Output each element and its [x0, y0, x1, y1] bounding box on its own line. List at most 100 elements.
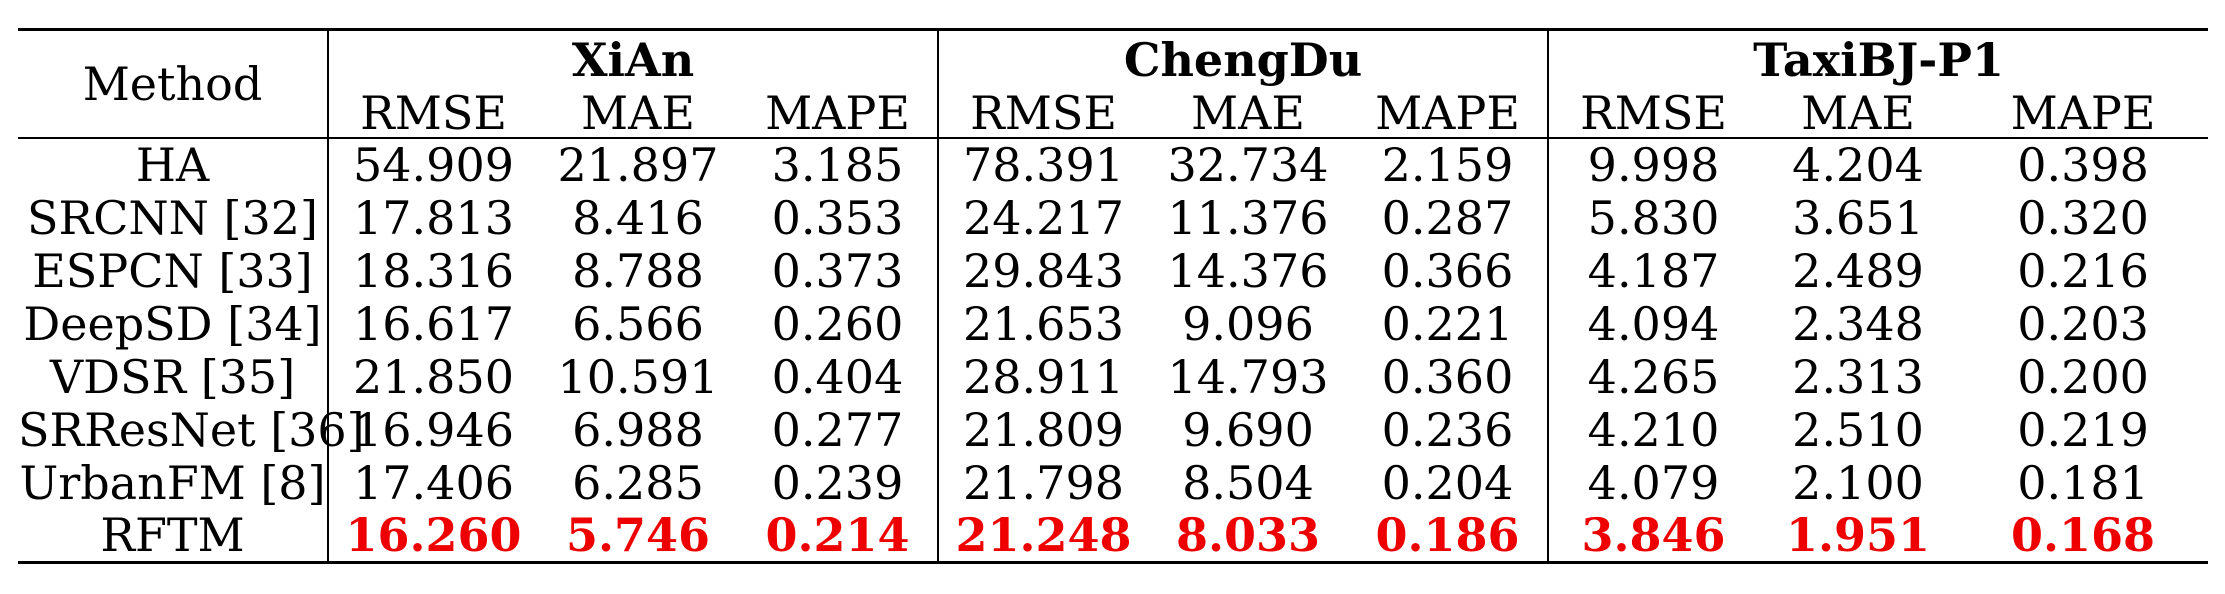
- table-row: SRResNet [36] 16.946 6.988 0.277 21.809 9.690…: [18, 403, 2208, 456]
- value-cell: 17.813: [327, 191, 538, 244]
- table-row: ESPCN [33] 18.316 8.788 0.373 29.843 14.376 0.…: [18, 244, 2208, 297]
- value-cell: 6.285: [572, 455, 704, 510]
- value-cell: 21.850: [327, 350, 538, 403]
- value-cell: 8.788: [572, 243, 704, 298]
- value-cell: 0.239: [771, 455, 904, 510]
- value-cell: 78.391: [937, 138, 1148, 191]
- value-cell: 0.360: [1381, 349, 1514, 404]
- value-cell: 0.204: [1381, 455, 1514, 510]
- value-cell: 4.094: [1547, 297, 1759, 350]
- value-cell: 4.265: [1547, 350, 1759, 403]
- method-name-cell: SRResNet [36]: [18, 402, 365, 457]
- value-cell: 5.746: [538, 509, 738, 564]
- value-cell: 0.353: [771, 190, 904, 245]
- value-cell: 11.376: [1167, 190, 1329, 245]
- metric-header-mape: MAPE: [738, 89, 938, 139]
- value-cell: 0.181: [2017, 455, 2149, 510]
- table-row: SRCNN [32] 17.813 8.416 0.353 24.217 11.376 0.…: [18, 191, 2208, 244]
- value-cell: 2.313: [1792, 349, 1924, 404]
- value-cell: 0.186: [1348, 509, 1549, 564]
- value-cell: 8.416: [572, 190, 704, 245]
- group-header-chengdu: ChengDu: [936, 28, 1549, 89]
- value-cell: 0.216: [2017, 243, 2149, 298]
- value-cell: 0.398: [2017, 138, 2149, 192]
- value-cell: 4.204: [1792, 138, 1924, 192]
- value-cell: 0.168: [1958, 509, 2209, 564]
- value-cell: 0.287: [1381, 190, 1514, 245]
- value-cell: 3.651: [1792, 190, 1924, 245]
- value-cell: 54.909: [327, 138, 538, 191]
- value-cell: 16.260: [327, 509, 538, 564]
- value-cell: 0.214: [738, 509, 938, 564]
- value-cell: 8.033: [1148, 509, 1348, 564]
- value-cell: 16.617: [327, 297, 538, 350]
- value-cell: 0.219: [2017, 402, 2149, 457]
- value-cell: 21.248: [937, 509, 1148, 564]
- value-cell: 4.187: [1547, 244, 1759, 297]
- value-cell: 2.159: [1381, 138, 1514, 192]
- value-cell: 18.316: [327, 244, 538, 297]
- value-cell: 0.373: [771, 243, 904, 298]
- value-cell: 0.236: [1381, 402, 1514, 457]
- value-cell: 0.366: [1381, 243, 1514, 298]
- table-row: UrbanFM [8] 17.406 6.285 0.239 21.798 8.504 0.…: [18, 456, 2208, 509]
- results-table: Method XiAn ChengDu TaxiBJ-P1 RMSE MAE M…: [18, 28, 2209, 564]
- group-header-xian: XiAn: [327, 28, 938, 89]
- group-header-taxibj: TaxiBJ-P1: [1547, 28, 2209, 89]
- value-cell: 2.489: [1792, 243, 1924, 298]
- metric-header-rmse: RMSE: [937, 89, 1148, 139]
- table-row: DeepSD [34] 16.617 6.566 0.260 21.653 9.096 0.…: [18, 297, 2208, 350]
- value-cell: 6.566: [572, 296, 704, 351]
- method-name-cell: VDSR [35]: [49, 349, 296, 404]
- method-name-cell: ESPCN [33]: [32, 243, 313, 298]
- metric-header-mape: MAPE: [1348, 89, 1549, 139]
- table-row: VDSR [35] 21.850 10.591 0.404 28.911 14.793 0.…: [18, 350, 2208, 403]
- value-cell: 9.690: [1182, 402, 1314, 457]
- value-cell: 4.079: [1547, 456, 1759, 509]
- metric-header-rmse: RMSE: [327, 89, 538, 139]
- method-name-cell: HA: [135, 138, 210, 192]
- value-cell: 3.185: [771, 138, 904, 192]
- value-cell: 16.946: [327, 403, 538, 456]
- value-cell: 0.200: [2017, 349, 2149, 404]
- value-cell: 21.653: [937, 297, 1148, 350]
- value-cell: 9.096: [1182, 296, 1314, 351]
- metric-header-mape: MAPE: [1958, 89, 2209, 139]
- value-cell: 14.793: [1167, 349, 1329, 404]
- value-cell: 8.504: [1182, 455, 1314, 510]
- value-cell: 9.998: [1547, 138, 1759, 191]
- value-cell: 0.203: [2017, 296, 2149, 351]
- value-cell: 3.846: [1547, 509, 1759, 564]
- value-cell: 0.404: [771, 349, 904, 404]
- value-cell: 14.376: [1167, 243, 1329, 298]
- value-cell: 0.260: [771, 296, 904, 351]
- value-cell: 2.348: [1792, 296, 1924, 351]
- value-cell: 21.798: [937, 456, 1148, 509]
- value-cell: 5.830: [1547, 191, 1759, 244]
- method-name-cell: SRCNN [32]: [27, 190, 318, 245]
- value-cell: 0.221: [1381, 296, 1514, 351]
- value-cell: 17.406: [327, 456, 538, 509]
- value-cell: 21.897: [557, 138, 719, 192]
- metric-header-rmse: RMSE: [1547, 89, 1759, 139]
- value-cell: 0.277: [771, 402, 904, 457]
- value-cell: 28.911: [937, 350, 1148, 403]
- value-cell: 1.951: [1758, 509, 1959, 564]
- table-row: HA 54.909 21.897 3.185 78.391 32.734 2.159 9.99…: [18, 138, 2208, 191]
- value-cell: 4.210: [1547, 403, 1759, 456]
- value-cell: 21.809: [937, 403, 1148, 456]
- method-name-cell: UrbanFM [8]: [19, 455, 326, 510]
- metric-header-mae: MAE: [1148, 89, 1348, 139]
- metric-header-mae: MAE: [538, 89, 738, 139]
- metric-header-mae: MAE: [1758, 89, 1959, 139]
- metric-header-row: RMSE MAE MAPE RMSE MAE MAPE RMSE MAE MAP…: [18, 89, 2209, 139]
- method-name-cell: DeepSD [34]: [23, 296, 322, 351]
- value-cell: 6.988: [572, 402, 704, 457]
- method-header: Method: [18, 28, 328, 139]
- table-row: RFTM 16.260 5.746 0.214 21.248 8.033 0.186 3.84…: [18, 509, 2209, 564]
- table-body: HA 54.909 21.897 3.185 78.391 32.734 2.159 9.99…: [18, 138, 2209, 564]
- value-cell: 24.217: [937, 191, 1148, 244]
- value-cell: 2.510: [1792, 402, 1924, 457]
- group-header-row: Method XiAn ChengDu TaxiBJ-P1: [18, 28, 2209, 139]
- value-cell: 0.320: [2017, 190, 2149, 245]
